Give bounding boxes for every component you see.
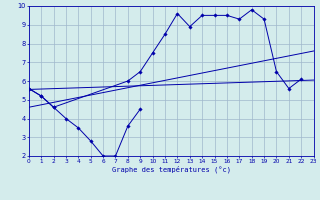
X-axis label: Graphe des températures (°c): Graphe des températures (°c)	[112, 166, 231, 173]
